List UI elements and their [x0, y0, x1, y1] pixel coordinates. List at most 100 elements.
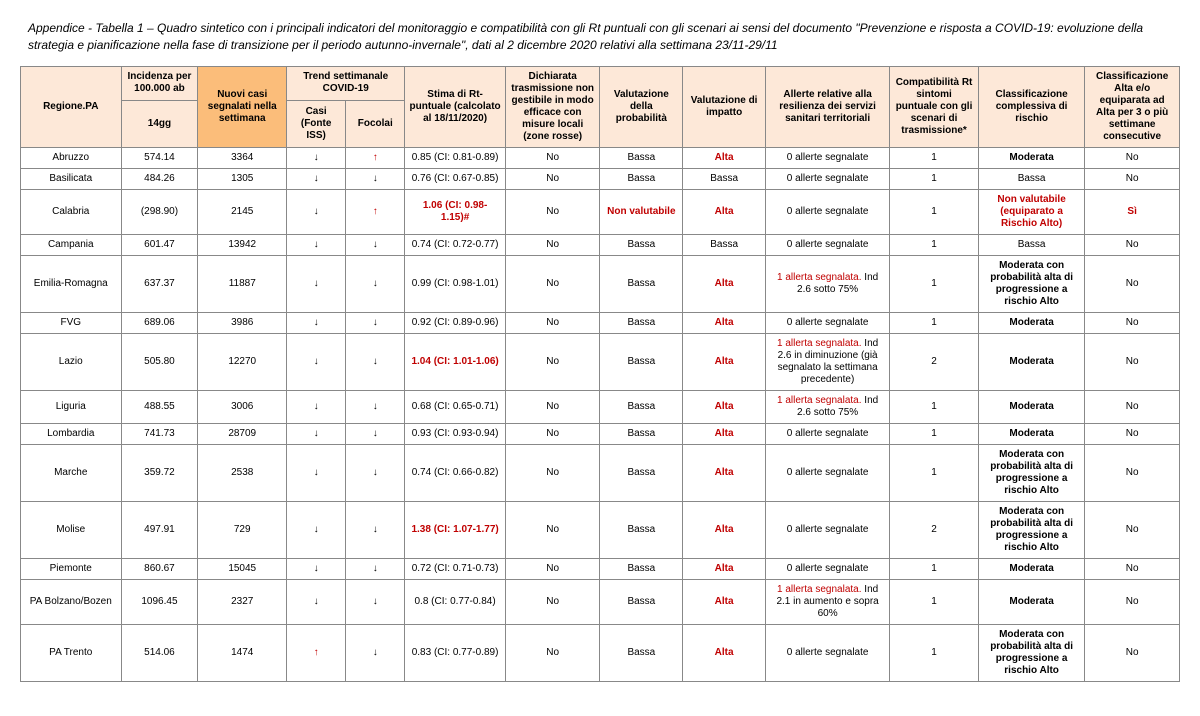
cell-regione: Liguria: [21, 390, 122, 423]
cell-allerte: 0 allerte segnalate: [766, 423, 890, 444]
cell-rt: 1.04 (CI: 1.01-1.06): [405, 333, 506, 390]
cell-trend-focolai: [346, 312, 405, 333]
cell-trend-casi: [287, 168, 346, 189]
cell-regione: PA Bolzano/Bozen: [21, 579, 122, 624]
cell-compat: 1: [890, 624, 979, 681]
cell-rt: 1.38 (CI: 1.07-1.77): [405, 501, 506, 558]
cell-impatto: Alta: [683, 189, 766, 234]
cell-compat: 1: [890, 558, 979, 579]
data-table: Regione.PA Incidenza per 100.000 ab Nuov…: [20, 66, 1180, 682]
th-rt: Stima di Rt-puntuale (calcolato al 18/11…: [405, 66, 506, 147]
cell-rt: 0.74 (CI: 0.72-0.77): [405, 234, 506, 255]
cell-impatto: Alta: [683, 390, 766, 423]
cell-impatto: Alta: [683, 255, 766, 312]
cell-nuovi: 2327: [198, 579, 287, 624]
cell-compat: 1: [890, 312, 979, 333]
cell-regione: Lombardia: [21, 423, 122, 444]
cell-trend-casi: [287, 147, 346, 168]
th-compat: Compatibilità Rt sintomi puntuale con gl…: [890, 66, 979, 147]
cell-nuovi: 3364: [198, 147, 287, 168]
cell-trend-casi: [287, 255, 346, 312]
cell-prob: Bassa: [600, 579, 683, 624]
cell-nuovi: 2538: [198, 444, 287, 501]
cell-alta3: No: [1085, 579, 1180, 624]
th-trend-top: Trend settimanale COVID-19: [287, 66, 405, 100]
cell-alta3: No: [1085, 390, 1180, 423]
cell-trend-focolai: [346, 423, 405, 444]
cell-alta3: Sì: [1085, 189, 1180, 234]
cell-compat: 1: [890, 423, 979, 444]
cell-compat: 1: [890, 255, 979, 312]
cell-allerte: 0 allerte segnalate: [766, 189, 890, 234]
cell-incidenza: 505.80: [121, 333, 198, 390]
cell-prob: Bassa: [600, 333, 683, 390]
cell-trend-casi: [287, 501, 346, 558]
cell-trend-focolai: [346, 168, 405, 189]
cell-dich: No: [505, 255, 600, 312]
cell-prob: Bassa: [600, 168, 683, 189]
cell-dich: No: [505, 312, 600, 333]
cell-prob: Non valutabile: [600, 189, 683, 234]
cell-dich: No: [505, 189, 600, 234]
cell-dich: No: [505, 168, 600, 189]
cell-trend-casi: [287, 234, 346, 255]
cell-regione: FVG: [21, 312, 122, 333]
cell-rt: 1.06 (CI: 0.98-1.15)#: [405, 189, 506, 234]
table-head: Regione.PA Incidenza per 100.000 ab Nuov…: [21, 66, 1180, 147]
cell-prob: Bassa: [600, 558, 683, 579]
th-incidenza-top: Incidenza per 100.000 ab: [121, 66, 198, 100]
cell-regione: Emilia-Romagna: [21, 255, 122, 312]
cell-trend-casi: [287, 333, 346, 390]
cell-allerte: 0 allerte segnalate: [766, 168, 890, 189]
cell-classif: Moderata: [978, 423, 1084, 444]
table-row: Piemonte860.67150450.72 (CI: 0.71-0.73)N…: [21, 558, 1180, 579]
cell-alta3: No: [1085, 624, 1180, 681]
cell-regione: Basilicata: [21, 168, 122, 189]
th-prob: Valutazione della probabilità: [600, 66, 683, 147]
cell-allerte: 0 allerte segnalate: [766, 312, 890, 333]
cell-trend-casi: [287, 423, 346, 444]
cell-nuovi: 3006: [198, 390, 287, 423]
cell-compat: 1: [890, 234, 979, 255]
cell-classif: Moderata: [978, 558, 1084, 579]
table-row: Emilia-Romagna637.37118870.99 (CI: 0.98-…: [21, 255, 1180, 312]
th-incidenza-bot: 14gg: [121, 100, 198, 147]
cell-classif: Non valutabile (equiparato a Rischio Alt…: [978, 189, 1084, 234]
cell-regione: Abruzzo: [21, 147, 122, 168]
cell-impatto: Alta: [683, 558, 766, 579]
cell-dich: No: [505, 390, 600, 423]
cell-nuovi: 1474: [198, 624, 287, 681]
cell-rt: 0.74 (CI: 0.66-0.82): [405, 444, 506, 501]
cell-trend-focolai: [346, 558, 405, 579]
cell-dich: No: [505, 423, 600, 444]
cell-prob: Bassa: [600, 423, 683, 444]
cell-trend-focolai: [346, 234, 405, 255]
cell-prob: Bassa: [600, 234, 683, 255]
cell-impatto: Alta: [683, 423, 766, 444]
cell-regione: Molise: [21, 501, 122, 558]
cell-prob: Bassa: [600, 501, 683, 558]
cell-classif: Moderata con probabilità alta di progres…: [978, 444, 1084, 501]
cell-alta3: No: [1085, 168, 1180, 189]
cell-regione: Marche: [21, 444, 122, 501]
cell-trend-casi: [287, 558, 346, 579]
table-row: Basilicata484.2613050.76 (CI: 0.67-0.85)…: [21, 168, 1180, 189]
cell-impatto: Alta: [683, 501, 766, 558]
th-nuovi-casi: Nuovi casi segnalati nella settimana: [198, 66, 287, 147]
cell-impatto: Alta: [683, 333, 766, 390]
cell-prob: Bassa: [600, 624, 683, 681]
cell-trend-focolai: [346, 624, 405, 681]
cell-nuovi: 15045: [198, 558, 287, 579]
cell-regione: Piemonte: [21, 558, 122, 579]
th-allerte: Allerte relative alla resilienza dei ser…: [766, 66, 890, 147]
th-regione: Regione.PA: [21, 66, 122, 147]
cell-impatto: Bassa: [683, 234, 766, 255]
cell-alta3: No: [1085, 333, 1180, 390]
cell-rt: 0.76 (CI: 0.67-0.85): [405, 168, 506, 189]
cell-allerte: 1 allerta segnalata. Ind 2.6 in diminuzi…: [766, 333, 890, 390]
cell-dich: No: [505, 501, 600, 558]
cell-trend-focolai: [346, 189, 405, 234]
cell-trend-focolai: [346, 390, 405, 423]
cell-rt: 0.83 (CI: 0.77-0.89): [405, 624, 506, 681]
cell-classif: Bassa: [978, 234, 1084, 255]
